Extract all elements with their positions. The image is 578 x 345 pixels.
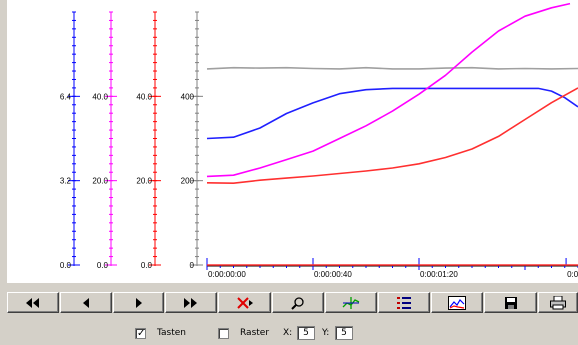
printer-icon xyxy=(550,295,566,310)
x-axis-tick-label: 0:00:02 xyxy=(567,270,578,279)
tasten-checkbox[interactable]: ✓ xyxy=(135,328,146,339)
plot-frame xyxy=(7,0,578,283)
cursor-button[interactable] xyxy=(325,292,377,313)
cross-cursor-icon xyxy=(236,296,254,310)
x-input[interactable]: 5 xyxy=(297,326,315,340)
raster-label: Raster xyxy=(240,328,270,338)
cursor-off-button[interactable] xyxy=(218,292,271,313)
magnifier-icon xyxy=(291,296,305,310)
y-axis-0-tick-label: 3.2 xyxy=(60,177,72,186)
y-axis-2-tick-label: 20.0 xyxy=(136,177,152,186)
save-button[interactable] xyxy=(484,292,537,313)
forward-fast-button[interactable] xyxy=(165,292,217,313)
right-arrow-icon xyxy=(135,297,143,308)
step-back-button[interactable] xyxy=(60,292,112,313)
y-axis-0-tick-label: 6.4 xyxy=(60,92,72,101)
raster-checkbox[interactable] xyxy=(218,328,229,339)
series-3-line xyxy=(206,87,578,184)
list-button[interactable] xyxy=(378,292,430,313)
y-axis-3-tick-label: 0 xyxy=(190,261,195,270)
series-1-line xyxy=(206,87,578,140)
y-label: Y: xyxy=(322,328,330,338)
x-axis-tick-label: 0:00:00:00 xyxy=(208,270,246,279)
y-axis-0-tick-label: 0.0 xyxy=(60,261,72,270)
list-icon xyxy=(396,296,412,310)
double-right-icon xyxy=(184,297,198,308)
y-axis-3-tick-label: 400 xyxy=(181,92,195,101)
print-button[interactable] xyxy=(538,292,578,313)
tasten-label: Tasten xyxy=(157,328,186,338)
x-axis-tick-label: 0:00:01:20 xyxy=(420,270,458,279)
trend-chart[interactable]: 0.0 3.2 6.4 0.0 20.0 40.0 0.0 20.0 40.0 0 200 400 0:… xyxy=(7,0,578,283)
y-axis-3-tick-label: 200 xyxy=(181,177,195,186)
x-label: X: xyxy=(283,328,293,338)
floppy-icon xyxy=(504,296,517,309)
step-forward-button[interactable] xyxy=(113,292,164,313)
y-axis-1-tick-label: 40.0 xyxy=(92,92,108,101)
y-axis-2-tick-label: 40.0 xyxy=(136,92,152,101)
zoom-button[interactable] xyxy=(272,292,324,313)
left-arrow-icon xyxy=(82,297,90,308)
crosshair-icon xyxy=(342,296,360,310)
y-axis-1-tick-label: 20.0 xyxy=(92,177,108,186)
series-2-line xyxy=(206,2,571,178)
chart-icon xyxy=(448,295,466,310)
y-input[interactable]: 5 xyxy=(335,326,353,340)
rewind-fast-button[interactable] xyxy=(7,292,59,313)
tasten-checkmark: ✓ xyxy=(137,328,146,339)
double-left-icon xyxy=(26,297,40,308)
y-axis-1-tick-label: 0.0 xyxy=(97,261,109,270)
x-axis-tick-label: 0:00:00:40 xyxy=(314,270,352,279)
y-axis-2-tick-label: 0.0 xyxy=(141,261,153,270)
chart-button[interactable] xyxy=(431,292,483,313)
series-0-line xyxy=(206,66,578,70)
